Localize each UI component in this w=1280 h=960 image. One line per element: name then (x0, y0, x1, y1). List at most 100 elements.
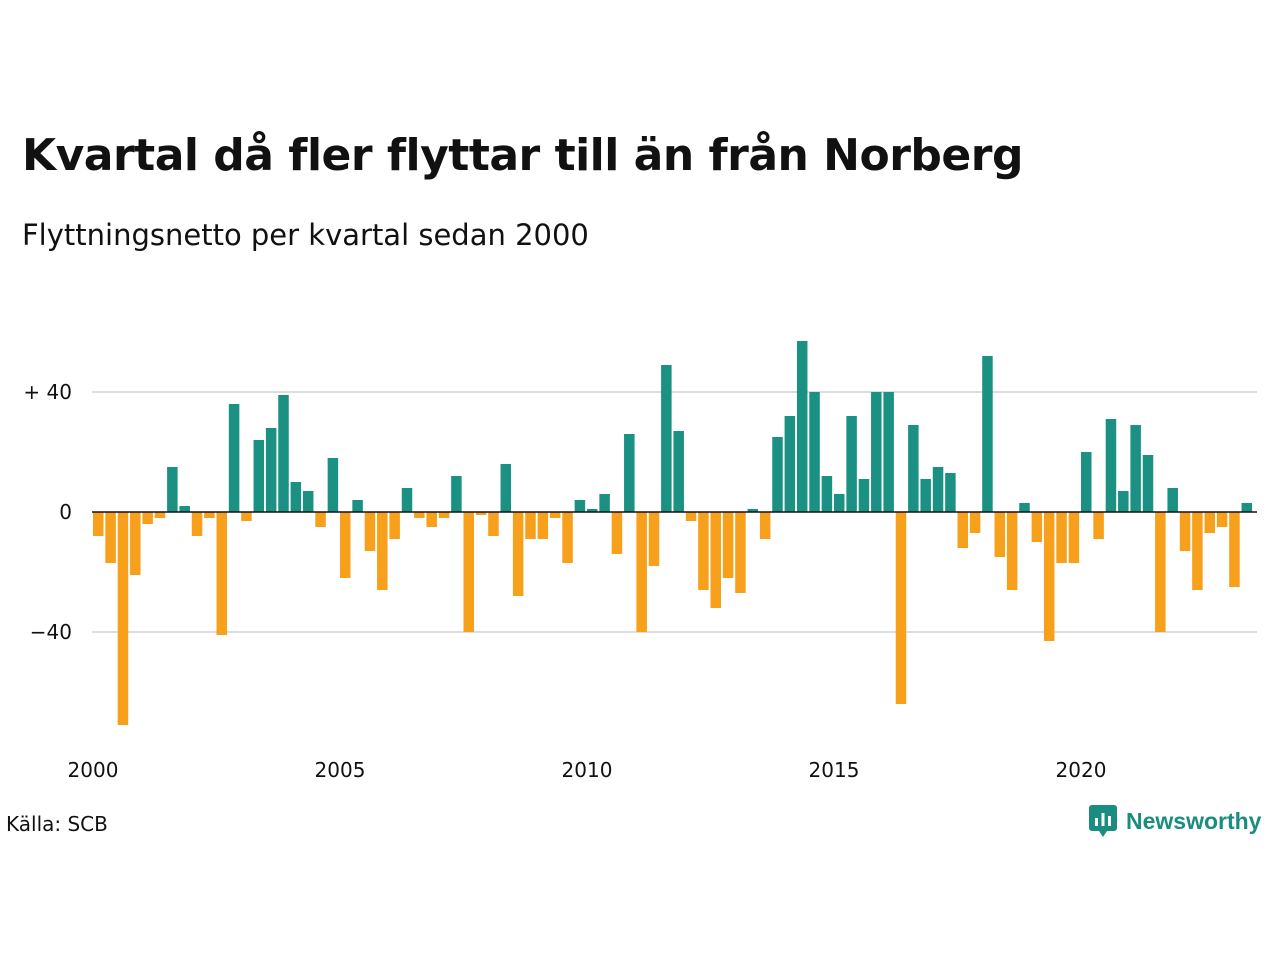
bar (871, 392, 882, 512)
brand-name: Newsworthy (1126, 807, 1262, 834)
bar (574, 500, 586, 512)
bar (315, 512, 326, 527)
bar (698, 512, 709, 590)
bar (1105, 419, 1117, 512)
bar (846, 416, 857, 512)
x-tick-label: 2015 (809, 758, 860, 782)
bar (1241, 503, 1253, 512)
bar (673, 431, 684, 512)
bar (1081, 452, 1092, 512)
y-axis-labels: + 40 0 −40 (23, 380, 72, 644)
x-axis-labels: 2000 2005 2010 2015 2020 (68, 758, 1107, 782)
bar (154, 512, 166, 518)
bar (908, 425, 919, 512)
brand-logo[interactable]: Newsworthy (1088, 804, 1261, 838)
bar (722, 512, 734, 578)
y-tick-label: −40 (30, 620, 72, 644)
bar (945, 473, 956, 512)
bar (191, 512, 203, 536)
bar (241, 512, 252, 521)
bar (920, 479, 931, 512)
bar-chart: + 40 0 −40 2000 2005 2010 2015 2020 (23, 341, 1257, 782)
bar (1142, 455, 1154, 512)
newsworthy-logo-icon (1089, 805, 1117, 837)
bar (463, 512, 474, 632)
bar (1056, 512, 1067, 563)
bar (265, 428, 277, 512)
bar (1130, 425, 1141, 512)
bar (994, 512, 1006, 557)
bar (451, 476, 462, 512)
bar (167, 467, 178, 512)
bar (1019, 503, 1030, 512)
bar (1179, 512, 1191, 551)
bar (1118, 491, 1129, 512)
bar (253, 440, 265, 512)
bar (352, 500, 363, 512)
bar (636, 512, 647, 632)
bar (759, 512, 771, 539)
bar (735, 512, 746, 593)
bar (562, 512, 573, 563)
bar (772, 437, 783, 512)
bar (179, 506, 190, 512)
bar (537, 512, 549, 539)
bar (1006, 512, 1018, 590)
bar (969, 512, 981, 533)
bar (340, 512, 351, 578)
bar (1031, 512, 1043, 542)
bar (685, 512, 697, 521)
bar (809, 392, 820, 512)
bar (1192, 512, 1203, 590)
bar (130, 512, 141, 575)
y-tick-label: 0 (59, 500, 72, 524)
bar (364, 512, 376, 551)
bar (784, 416, 796, 512)
bar (228, 404, 240, 512)
bar (426, 512, 437, 527)
bar (982, 356, 993, 512)
bar (290, 482, 302, 512)
x-tick-label: 2010 (562, 758, 613, 782)
bar (747, 509, 759, 512)
bar (327, 458, 339, 512)
chart-subtitle: Flyttningsnetto per kvartal sedan 2000 (22, 218, 589, 252)
y-tick-label: + 40 (23, 380, 72, 404)
bar (858, 479, 870, 512)
bar (821, 476, 833, 512)
bar (105, 512, 116, 563)
bar (1043, 512, 1055, 641)
bar (1229, 512, 1240, 587)
bar (883, 392, 894, 512)
bars (93, 341, 1253, 725)
gridlines (92, 391, 1257, 633)
bar (377, 512, 388, 590)
bar (587, 509, 598, 512)
bar (117, 512, 129, 725)
bar (1093, 512, 1104, 539)
bar (1216, 512, 1228, 527)
bar (834, 494, 845, 512)
bar (302, 491, 314, 512)
bar (932, 467, 944, 512)
x-tick-label: 2020 (1056, 758, 1107, 782)
bar (389, 512, 400, 539)
bar (1155, 512, 1166, 632)
bar (500, 464, 512, 512)
bar (599, 494, 610, 512)
x-tick-label: 2000 (68, 758, 119, 782)
bar (204, 512, 215, 518)
bar (278, 395, 289, 512)
bar (216, 512, 227, 635)
bar (525, 512, 536, 539)
bar (93, 512, 104, 536)
bar (661, 365, 672, 512)
bar (1068, 512, 1080, 563)
bar (414, 512, 425, 518)
bar (142, 512, 153, 524)
bar (710, 512, 721, 608)
bar (549, 512, 561, 518)
chart-title: Kvartal då fler flyttar till än från Nor… (22, 130, 1023, 181)
bar (895, 512, 907, 704)
bar (648, 512, 660, 566)
